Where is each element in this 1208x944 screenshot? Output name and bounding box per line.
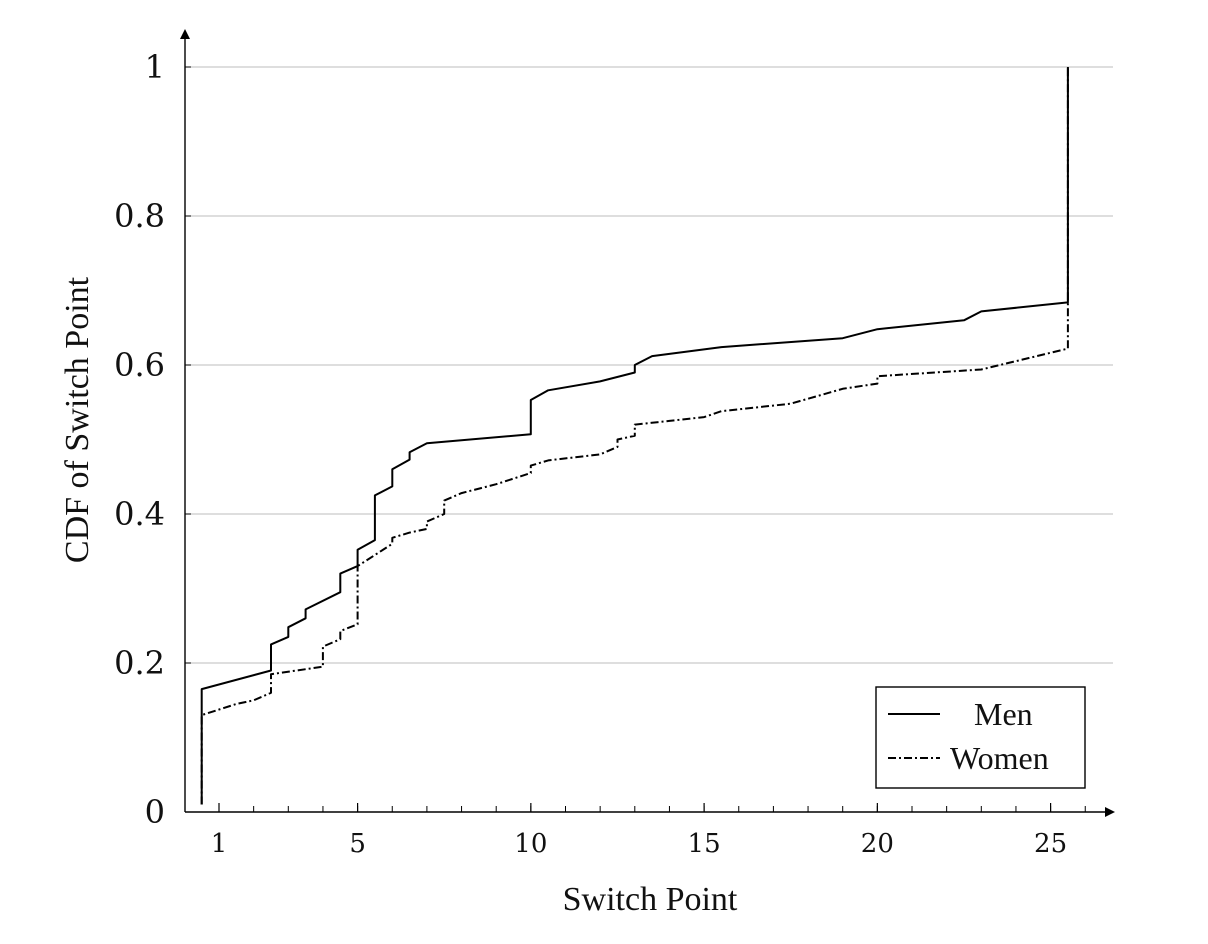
series-line-men — [200, 67, 1069, 805]
grid-lines — [185, 66, 1113, 664]
x-tick-label: 10 — [514, 829, 547, 859]
x-axis-arrow — [1105, 807, 1115, 817]
x-tick-label: 5 — [349, 829, 366, 859]
x-tick-label: 1 — [211, 829, 228, 859]
tick-labels: 00.20.40.60.811 5 10 15 20 25 — [114, 48, 1067, 859]
axes — [180, 29, 1115, 817]
x-axis-title: Switch Point — [563, 881, 738, 918]
x-tick-label: 20 — [861, 829, 894, 859]
legend-box — [875, 686, 1086, 789]
series-line-women — [200, 67, 1069, 805]
y-tick-label: 1 — [145, 48, 165, 86]
y-tick-label: 0.8 — [114, 197, 165, 235]
x-tick-label: 15 — [688, 829, 721, 859]
y-axis-title: CDF of Switch Point — [59, 276, 96, 563]
y-tick-label: 0.4 — [114, 495, 165, 533]
legend: Men Women — [875, 686, 1086, 789]
legend-label-women: Women — [950, 740, 1049, 776]
y-axis-arrow — [180, 29, 190, 39]
legend-label-men: Men — [974, 696, 1033, 732]
y-tick-label: 0.2 — [114, 644, 165, 682]
y-tick-label: 0 — [145, 793, 165, 831]
x-tick-label: 25 — [1034, 829, 1067, 859]
y-tick-label: 0.6 — [114, 346, 165, 384]
series-lines — [200, 67, 1069, 805]
